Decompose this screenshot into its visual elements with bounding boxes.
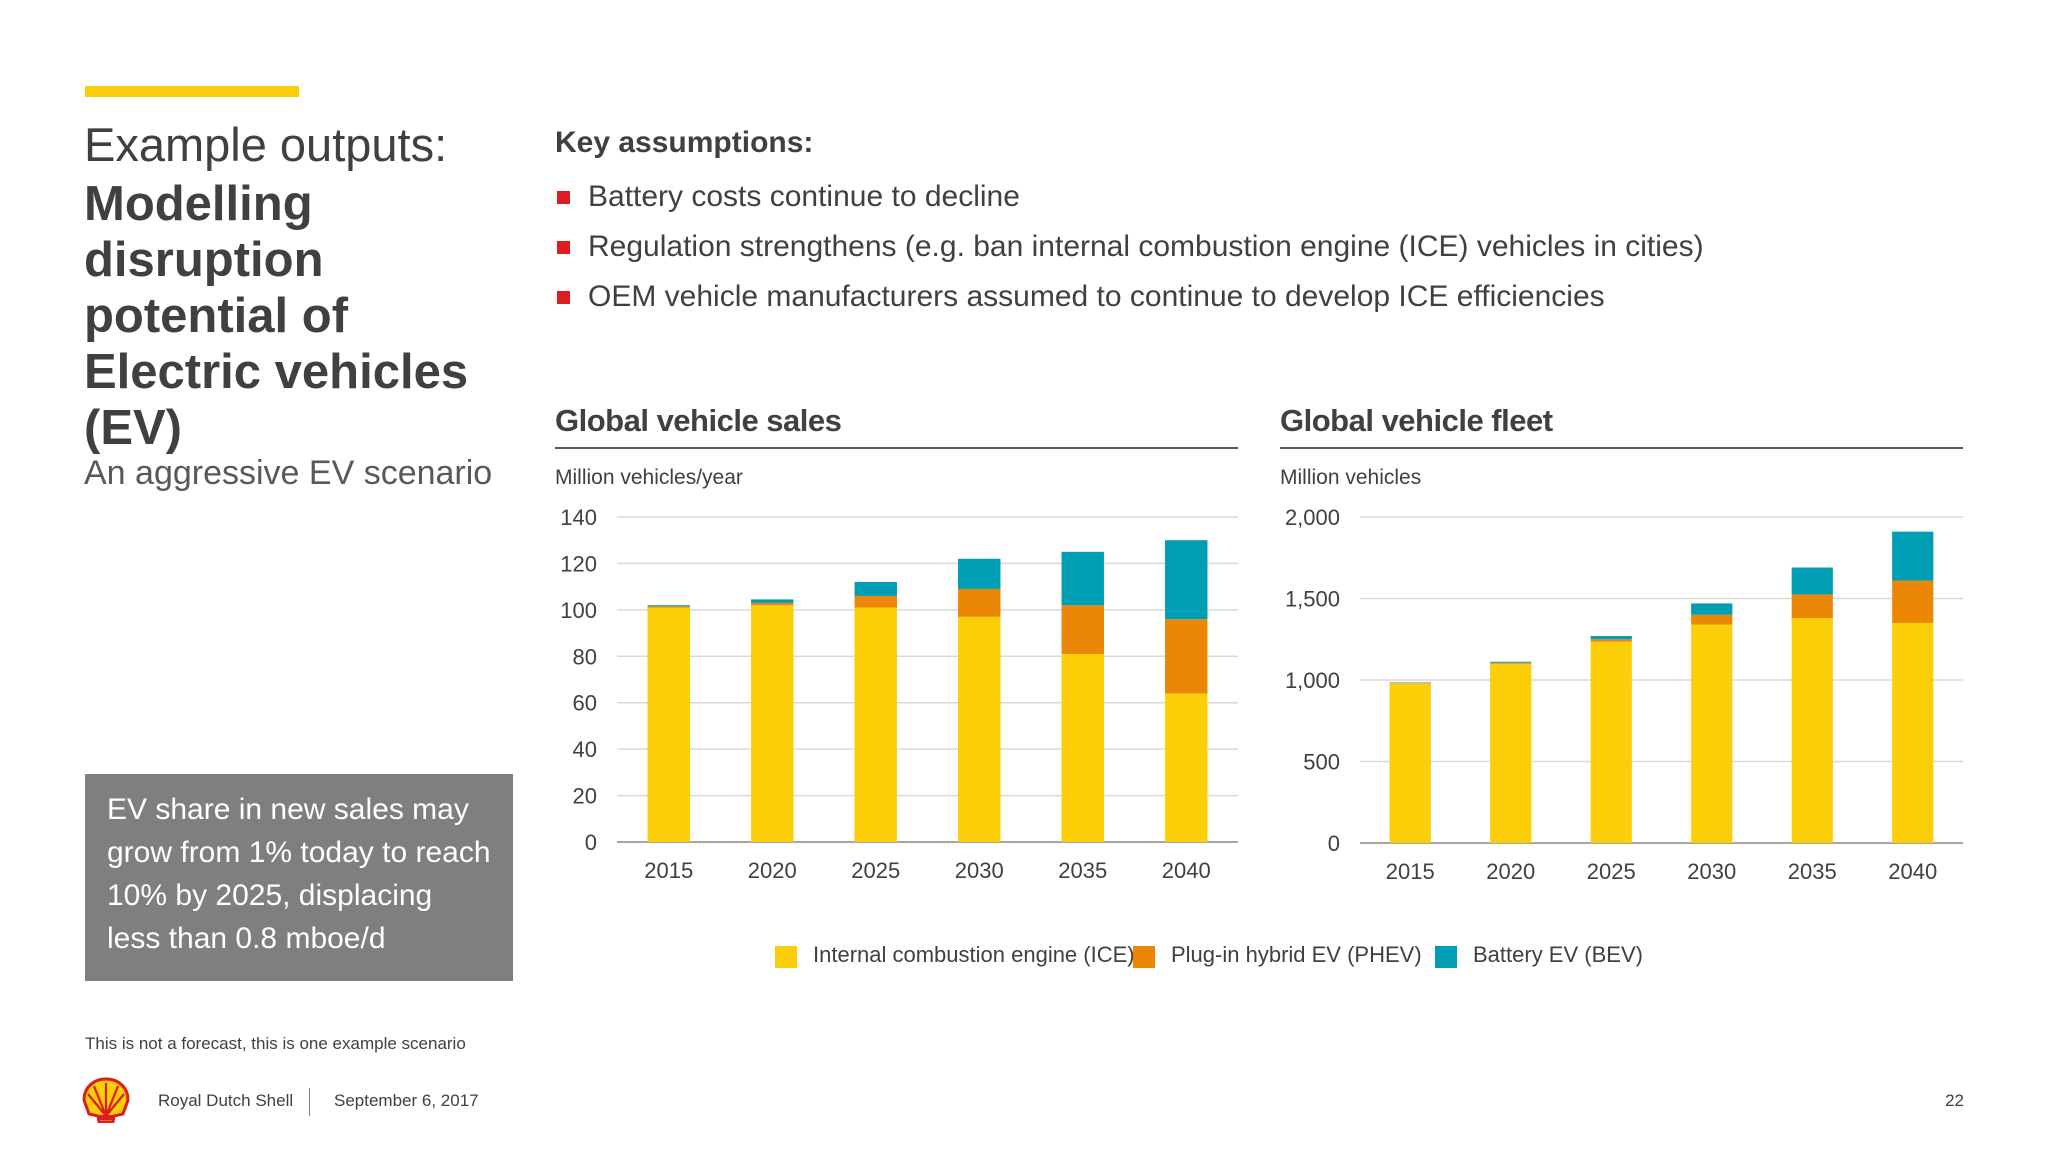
bar-phev-2020 [1490, 662, 1532, 664]
y-tick-label: 1,500 [1285, 587, 1340, 612]
bar-bev-2030 [1691, 603, 1733, 615]
assumption-item: OEM vehicle manufacturers assumed to con… [555, 272, 1704, 322]
y-tick-label: 40 [573, 737, 597, 762]
bar-phev-2040 [1892, 580, 1934, 623]
bullet-square-icon [557, 291, 570, 304]
bar-bev-2025 [854, 582, 897, 596]
bar-bev-2040 [1165, 540, 1208, 620]
disclaimer-note: This is not a forecast, this is one exam… [85, 1034, 466, 1053]
x-tick-label: 2040 [1888, 859, 1937, 884]
assumption-text: OEM vehicle manufacturers assumed to con… [588, 280, 1605, 313]
bar-phev-2025 [1590, 639, 1632, 642]
accent-bar [85, 86, 299, 97]
assumption-item: Battery costs continue to decline [555, 172, 1704, 222]
x-tick-label: 2040 [1162, 858, 1211, 883]
footer-company: Royal Dutch Shell [158, 1091, 294, 1110]
bar-ice-2015 [647, 607, 690, 842]
page-number: 22 [1945, 1091, 1964, 1110]
bar-phev-2025 [854, 595, 897, 608]
bar-ice-2030 [1691, 624, 1733, 843]
y-tick-label: 60 [573, 691, 597, 716]
x-tick-label: 2035 [1058, 858, 1107, 883]
bar-bev-2035 [1791, 567, 1833, 595]
x-tick-label: 2015 [1386, 859, 1435, 884]
x-tick-label: 2030 [955, 858, 1004, 883]
footer-divider [309, 1088, 310, 1116]
bar-ice-2020 [751, 605, 794, 842]
legend-label-phev: Plug-in hybrid EV (PHEV) [1171, 942, 1422, 967]
sales-chart-title: Global vehicle sales [555, 403, 842, 438]
assumption-text: Regulation strengthens (e.g. ban interna… [588, 230, 1704, 263]
assumptions-list: Battery costs continue to decline Regula… [555, 172, 1704, 322]
callout-text: EV share in new sales may grow from 1% t… [107, 793, 491, 955]
x-tick-label: 2025 [1587, 859, 1636, 884]
legend-swatch-ice [775, 946, 797, 968]
legend-label-bev: Battery EV (BEV) [1473, 942, 1643, 967]
y-tick-label: 120 [560, 551, 597, 576]
bar-bev-2040 [1892, 531, 1934, 581]
bar-phev-2015 [647, 606, 690, 608]
bar-ice-2035 [1791, 618, 1833, 843]
bar-bev-2035 [1061, 551, 1104, 606]
y-tick-label: 0 [1328, 831, 1340, 856]
y-tick-label: 20 [573, 784, 597, 809]
heading-intro: Example outputs: [84, 118, 448, 171]
bar-bev-2020 [751, 599, 794, 603]
x-tick-label: 2020 [1486, 859, 1535, 884]
assumptions-title: Key assumptions: [555, 126, 814, 159]
bar-ice-2025 [1590, 641, 1632, 843]
bar-phev-2030 [958, 588, 1001, 617]
bar-ice-2035 [1061, 653, 1104, 842]
x-tick-label: 2035 [1788, 859, 1837, 884]
footer-date: September 6, 2017 [334, 1091, 479, 1110]
bar-phev-2035 [1791, 594, 1833, 619]
bar-bev-2020 [1490, 661, 1532, 663]
y-tick-label: 2,000 [1285, 505, 1340, 530]
bar-bev-2025 [1590, 635, 1632, 640]
legend-swatch-bev [1435, 946, 1457, 968]
bullet-square-icon [557, 191, 570, 204]
legend-label-ice: Internal combustion engine (ICE) [813, 942, 1135, 967]
legend-swatch-phev [1133, 946, 1155, 968]
bar-phev-2040 [1165, 619, 1208, 694]
x-tick-label: 2020 [748, 858, 797, 883]
bar-ice-2030 [958, 616, 1001, 842]
y-tick-label: 100 [560, 598, 597, 623]
x-tick-label: 2015 [644, 858, 693, 883]
bullet-square-icon [557, 241, 570, 254]
y-tick-label: 1,000 [1285, 668, 1340, 693]
assumption-text: Battery costs continue to decline [588, 180, 1020, 213]
sales-chart-rule [555, 447, 1238, 449]
assumption-item: Regulation strengthens (e.g. ban interna… [555, 222, 1704, 272]
page-title: Modelling disruption potential of Electr… [84, 177, 469, 455]
bar-ice-2020 [1490, 663, 1532, 843]
bar-bev-2015 [647, 605, 690, 607]
y-tick-label: 80 [573, 644, 597, 669]
sales-chart-unit: Million vehicles/year [555, 466, 743, 489]
bar-ice-2040 [1892, 622, 1934, 843]
shell-logo-icon [82, 1077, 130, 1123]
page-subtitle: An aggressive EV scenario [84, 454, 493, 492]
fleet-chart-rule [1280, 447, 1963, 449]
bar-phev-2035 [1061, 605, 1104, 654]
bar-ice-2015 [1389, 683, 1431, 843]
x-tick-label: 2030 [1687, 859, 1736, 884]
y-tick-label: 500 [1303, 750, 1340, 775]
x-tick-label: 2025 [851, 858, 900, 883]
bar-ice-2025 [854, 607, 897, 842]
callout-box: EV share in new sales may grow from 1% t… [85, 774, 513, 981]
bar-phev-2020 [751, 602, 794, 606]
y-tick-label: 0 [585, 830, 597, 855]
y-tick-label: 140 [560, 505, 597, 530]
bar-bev-2030 [958, 558, 1001, 589]
bar-ice-2040 [1165, 693, 1208, 842]
fleet-chart-title: Global vehicle fleet [1280, 403, 1553, 438]
bar-phev-2030 [1691, 614, 1733, 625]
fleet-chart-unit: Million vehicles [1280, 466, 1422, 489]
